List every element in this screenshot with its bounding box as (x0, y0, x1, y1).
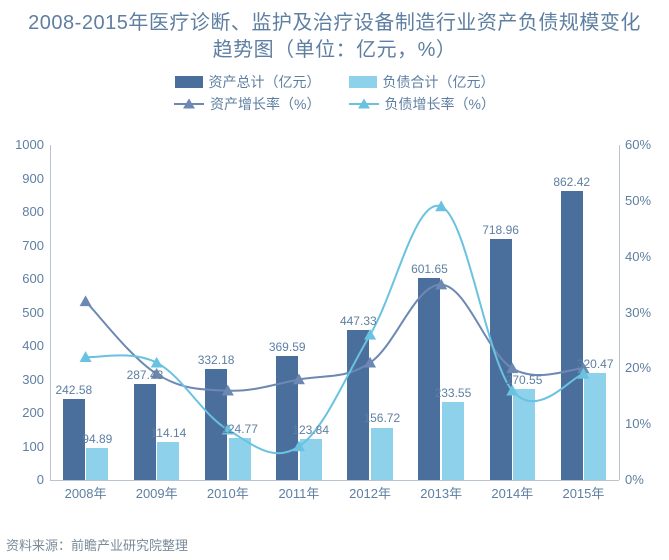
y-left-tick-label: 0 (37, 472, 44, 487)
y-left-tick-label: 100 (22, 439, 44, 454)
x-tick-label: 2014年 (491, 483, 533, 502)
legend-item: 负债合计（亿元） (349, 72, 495, 92)
y-left-tick-label: 800 (22, 204, 44, 219)
bar-value-label: 270.55 (506, 373, 543, 387)
bar-value-label: 94.89 (82, 432, 112, 446)
plot: 242.58 287.43 332.18 369.59 447.33 601.65 718.… (50, 145, 619, 480)
data-source: 资料来源：前瞻产业研究院整理 (6, 535, 188, 554)
bar-value-label: 233.55 (435, 386, 472, 400)
y-left-tick-label: 1000 (15, 137, 44, 152)
legend-swatch (175, 76, 203, 88)
legend-label: 负债增长率（%） (385, 94, 495, 114)
bar-value-label: 320.47 (577, 357, 614, 371)
x-tick-label: 2012年 (349, 483, 391, 502)
x-tick-label: 2015年 (562, 483, 604, 502)
y-left-tick-label: 700 (22, 238, 44, 253)
y-left-tick-label: 400 (22, 338, 44, 353)
bar-value-label: 124.77 (221, 422, 258, 436)
y-left-tick-label: 200 (22, 405, 44, 420)
bar-value-label: 114.14 (151, 426, 187, 440)
y-right-tick-label: 30% (625, 305, 651, 320)
y-right-tick-label: 20% (625, 360, 651, 375)
bar-value-label: 156.72 (363, 411, 400, 425)
x-tick-label: 2009年 (136, 483, 178, 502)
x-tick-label: 2013年 (420, 483, 462, 502)
x-tick-label: 2011年 (278, 483, 319, 502)
bar-value-label: 862.42 (553, 175, 590, 189)
bar-value-label: 242.58 (55, 383, 92, 397)
y-right-tick-label: 60% (625, 137, 651, 152)
legend-swatch (349, 76, 377, 88)
bar-value-label: 601.65 (411, 262, 448, 276)
legend-label: 资产总计（亿元） (209, 72, 321, 92)
bar-value-label: 287.43 (127, 368, 164, 382)
bar-value-label: 718.96 (482, 223, 519, 237)
x-axis-labels: 2008年 2009年 2010年 2011年 2012年 2013年 2014年 2015年 (50, 482, 619, 502)
y-left-tick-label: 300 (22, 372, 44, 387)
y-right-tick-label: 50% (625, 193, 651, 208)
bar-value-label: 332.18 (198, 353, 235, 367)
legend-line-icon (174, 98, 204, 110)
y-right-tick-label: 0% (625, 472, 644, 487)
legend: 资产总计（亿元） 负债合计（亿元） 资产增长率（%） 负债增长率（%） (0, 72, 669, 114)
legend-label: 资产增长率（%） (210, 94, 320, 114)
legend-item: 资产总计（亿元） (175, 72, 321, 92)
y-left-tick-label: 900 (22, 171, 44, 186)
legend-item: 负债增长率（%） (349, 94, 495, 114)
bar-value-label: 447.33 (340, 314, 377, 328)
legend-label: 负债合计（亿元） (383, 72, 495, 92)
y-left-tick-label: 500 (22, 305, 44, 320)
y-right-tick-label: 40% (625, 249, 651, 264)
bar-value-label: 123.84 (292, 423, 329, 437)
legend-line-icon (349, 98, 379, 110)
x-tick-label: 2008年 (65, 483, 107, 502)
bar-value-label: 369.59 (269, 340, 306, 354)
y-left-tick-label: 600 (22, 271, 44, 286)
x-tick-label: 2010年 (207, 483, 249, 502)
legend-item: 资产增长率（%） (174, 94, 320, 114)
chart-area: 242.58 287.43 332.18 369.59 447.33 601.65 718.… (50, 145, 619, 500)
chart-title: 2008-2015年医疗诊断、监护及治疗设备制造行业资产负债规模变化趋势图（单位… (0, 0, 669, 64)
chart-container: { "title": "2008-2015年医疗诊断、监护及治疗设备制造行业资产… (0, 0, 669, 560)
y-right-tick-label: 10% (625, 416, 651, 431)
